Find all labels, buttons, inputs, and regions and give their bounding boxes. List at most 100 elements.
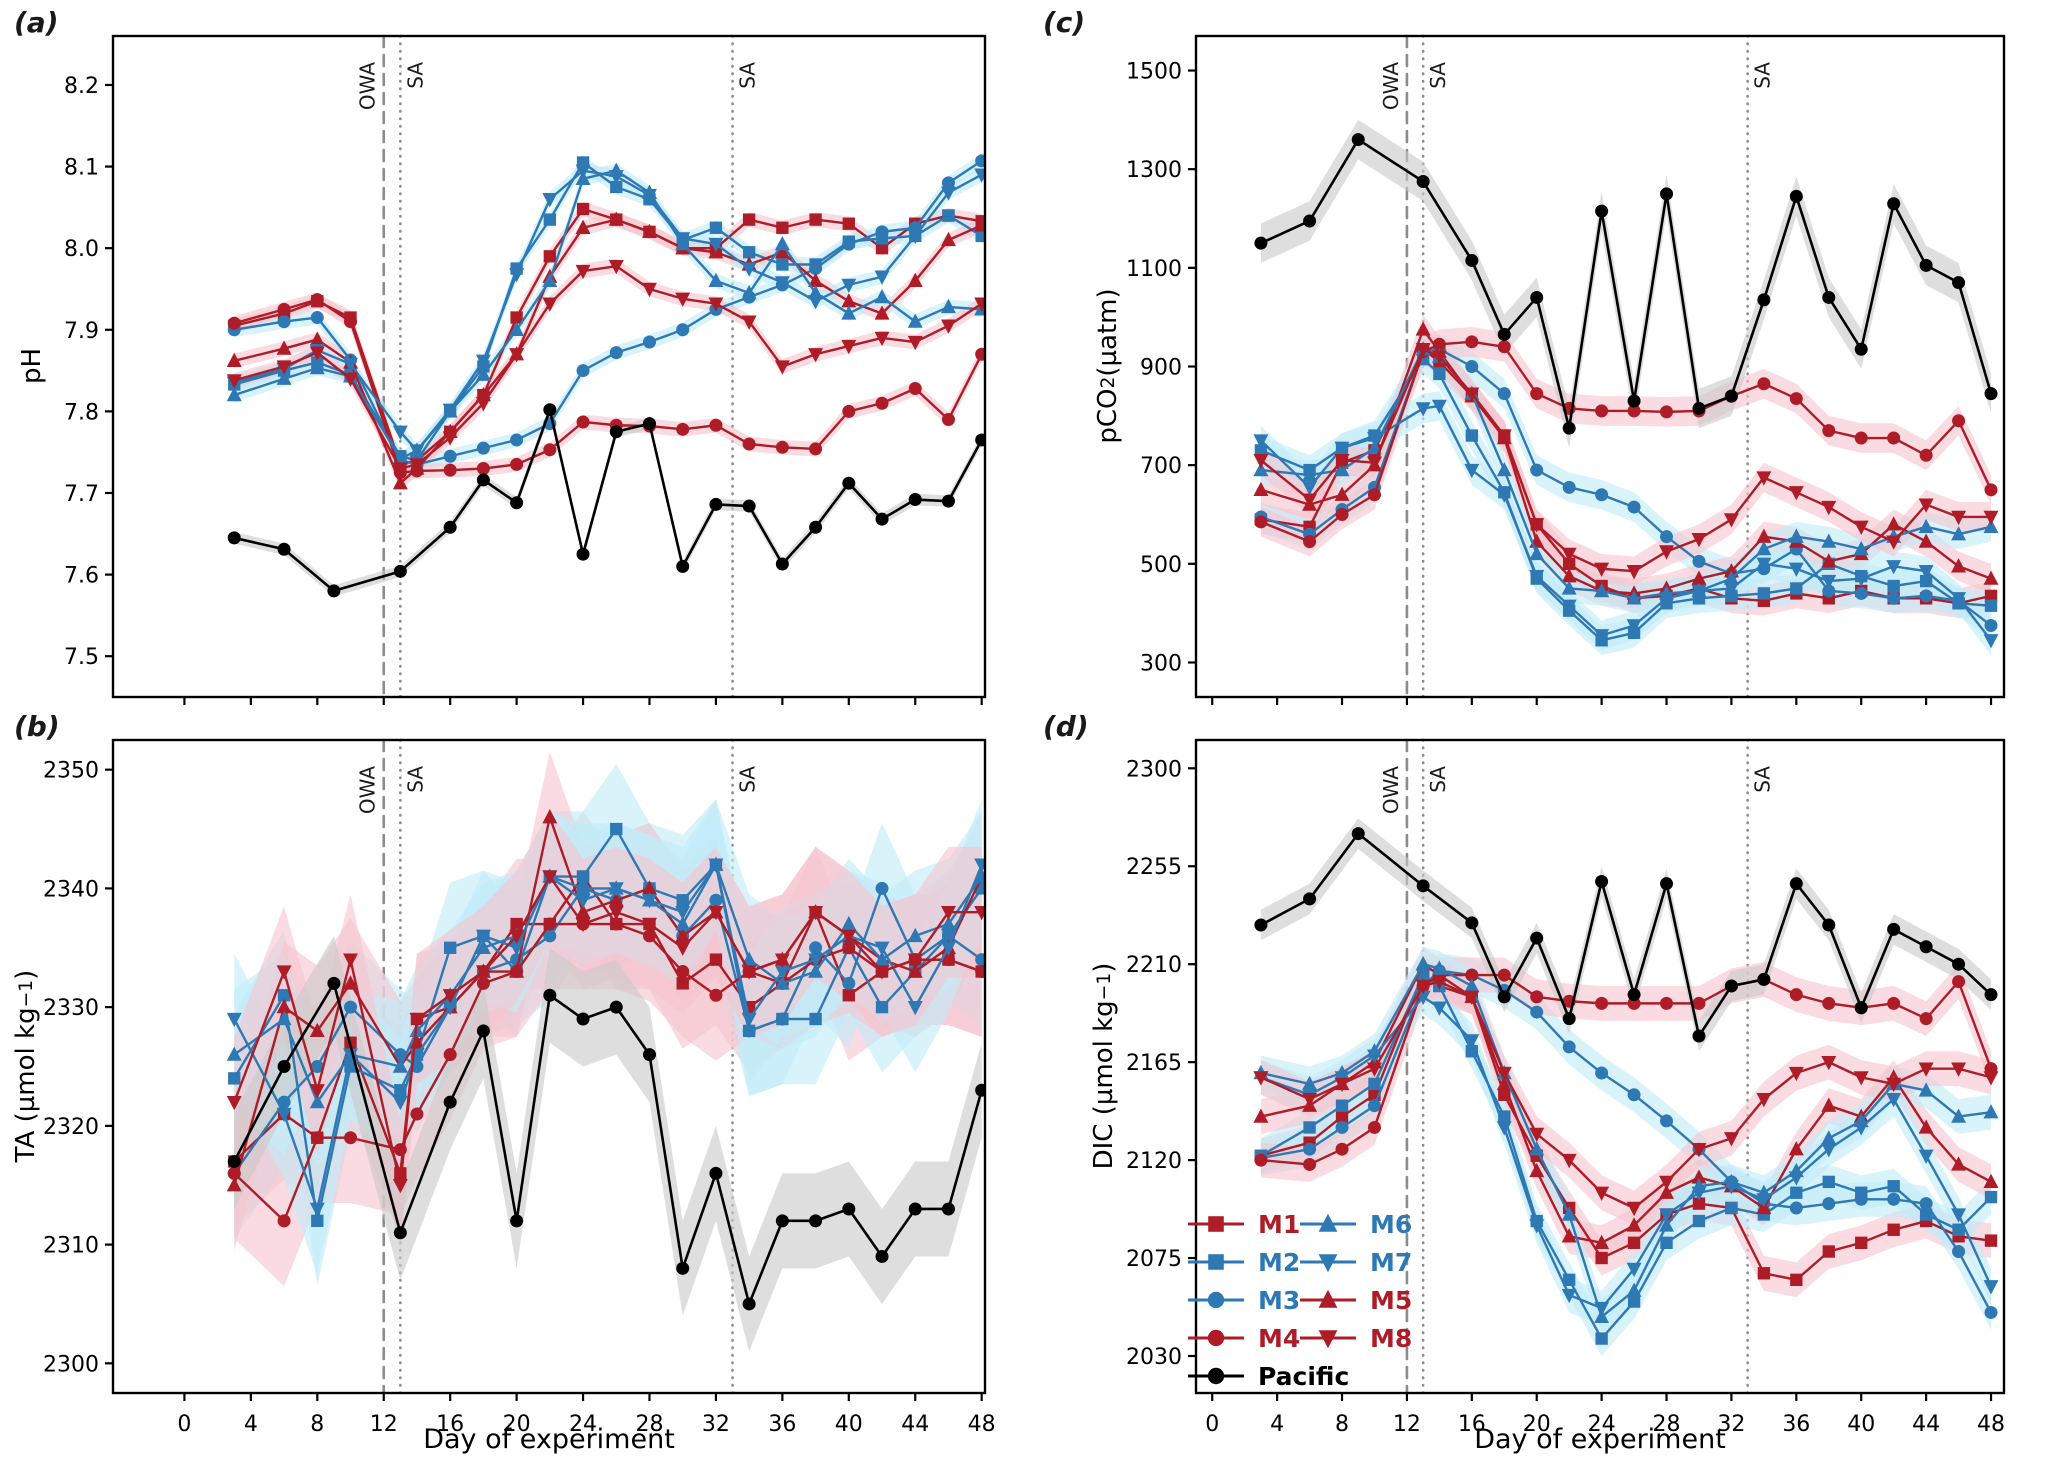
event-label-sa: SA [1751, 766, 1775, 793]
svg-text:500: 500 [1140, 553, 1182, 578]
bands-c [1260, 119, 1992, 656]
y-ticks-b: 2300 2310 2320 2330 2340 2350 [43, 759, 113, 1377]
svg-text:20: 20 [1523, 1412, 1551, 1437]
series-b-pacific [227, 976, 984, 1311]
series-c-m6 [1253, 341, 1999, 605]
series-d-pacific [1254, 827, 1998, 1043]
band-pacific [234, 404, 982, 597]
svg-text:2075: 2075 [1126, 1247, 1182, 1272]
y-axis-label-ta: TA (µmol kg −1) [1, 896, 51, 1236]
event-label-owa: OWA [1379, 62, 1403, 110]
y-ticks-a: 7.5 7.6 7.7 7.8 7.9 8.0 8.1 8.2 [64, 74, 113, 670]
svg-text:24: 24 [569, 1412, 597, 1437]
event-label-sa: SA [1426, 766, 1450, 793]
svg-text:2255: 2255 [1126, 855, 1182, 880]
svg-text:16: 16 [436, 1412, 464, 1437]
event-label-sa: SA [736, 766, 760, 793]
y-axis-label-segment: −1 [15, 979, 37, 1008]
y-axis-label-pco2: pCO 2 (µatm) [1083, 196, 1133, 536]
svg-text:2330: 2330 [43, 996, 99, 1021]
y-axis-label-segment: TA (µmol kg [11, 1007, 41, 1163]
series-a-m4 [227, 293, 984, 480]
legend-label-m8: M8 [1370, 1324, 1412, 1353]
band-m8 [234, 811, 982, 1251]
svg-text:300: 300 [1140, 651, 1182, 676]
legend-item-m5: M5 [1300, 1286, 1412, 1315]
svg-text:1300: 1300 [1126, 158, 1182, 183]
legend-label-m6: M6 [1370, 1210, 1412, 1239]
band-m7 [1260, 979, 1992, 1326]
x-ticks-d: 0 4 8 12 16 20 24 28 32 36 40 44 48 [1205, 1393, 2005, 1437]
svg-text:8.2: 8.2 [64, 74, 99, 99]
legend-label-m4: M4 [1258, 1324, 1300, 1353]
svg-text:24: 24 [1588, 1412, 1616, 1437]
series-b-m7 [226, 858, 984, 1218]
svg-text:36: 36 [1782, 1412, 1810, 1437]
svg-text:4: 4 [244, 1412, 258, 1437]
y-ticks-c: 300 500 700 900 1100 1300 1500 [1126, 60, 1196, 676]
y-axis-label-segment: (µatm) [1093, 288, 1123, 377]
legend-label-m2: M2 [1258, 1248, 1300, 1277]
legend-item-m8: M8 [1300, 1324, 1412, 1353]
svg-text:40: 40 [835, 1412, 863, 1437]
panel-a: OWA SA SA 7.5 7.6 7.7 7.8 7.9 8.0 8.1 8.2 [64, 34, 987, 705]
band-m6 [1260, 334, 1992, 614]
panel-border-a [111, 34, 987, 699]
panel-b: OWA SA SA0 4 8 12 16 20 24 28 32 36 40 44 482300231023… [43, 738, 996, 1437]
legend-item-pacific: Pacific [1188, 1362, 1349, 1391]
svg-text:2310: 2310 [43, 1234, 99, 1259]
event-label-sa: SA [1426, 62, 1450, 89]
svg-text:700: 700 [1140, 454, 1182, 479]
series-a-pacific [227, 403, 984, 598]
legend-item-m4: M4 [1188, 1324, 1300, 1353]
series-c-m4 [1254, 335, 1998, 549]
svg-text:2340: 2340 [43, 877, 99, 902]
svg-text:1100: 1100 [1126, 257, 1182, 282]
svg-text:44: 44 [1912, 1412, 1940, 1437]
event-label-sa: SA [1751, 62, 1775, 89]
svg-text:2300: 2300 [43, 1352, 99, 1377]
series-d-m7 [1253, 990, 1999, 1317]
legend-label-m5: M5 [1370, 1286, 1412, 1315]
legend-item-m6: M6 [1300, 1210, 1412, 1239]
svg-text:40: 40 [1847, 1412, 1875, 1437]
svg-text:0: 0 [1205, 1412, 1219, 1437]
svg-text:2350: 2350 [43, 759, 99, 784]
band-m5 [1260, 946, 1992, 1261]
y-axis-label-ph: pH [7, 196, 57, 536]
x-axis-label-left: Day of experiment [423, 1424, 675, 1455]
panel-letter-c: (c) [1043, 6, 1086, 39]
svg-text:2030: 2030 [1126, 1345, 1182, 1370]
svg-text:48: 48 [1977, 1412, 2005, 1437]
y-ticks-d: 2030 2075 2120 2165 2210 2255 2300 [1126, 757, 1196, 1370]
svg-text:8: 8 [310, 1412, 324, 1437]
series-c-m7 [1253, 399, 1999, 649]
svg-text:8.1: 8.1 [64, 156, 99, 181]
svg-text:32: 32 [1717, 1412, 1745, 1437]
event-label-owa: OWA [356, 62, 380, 110]
event-label-sa: SA [403, 62, 427, 89]
legend-label-m7: M7 [1370, 1248, 1412, 1277]
panel-border-d [1194, 738, 2006, 1395]
y-axis-label-segment: DIC (µmol kg [1089, 1000, 1119, 1170]
legend-label-m1: M1 [1258, 1210, 1300, 1239]
event-label-owa: OWA [1379, 766, 1403, 814]
x-ticks-a [183, 697, 983, 705]
svg-text:12: 12 [1393, 1412, 1421, 1437]
y-axis-label-segment: ) [1089, 962, 1119, 973]
svg-text:28: 28 [635, 1412, 663, 1437]
legend-item-m2: M2 [1188, 1248, 1300, 1277]
series-c-pacific [1254, 133, 1998, 435]
panel-letter-a: (a) [14, 6, 59, 39]
svg-text:7.9: 7.9 [64, 319, 99, 344]
svg-text:8: 8 [1335, 1412, 1349, 1437]
x-axis-label-right: Day of experiment [1474, 1424, 1726, 1455]
series-d-m8 [1253, 975, 1999, 1217]
panel-c: OWA SA SA 300 500 700 900 1100 1300 1500 [1126, 34, 2006, 705]
series-a-m7 [226, 164, 984, 459]
svg-text:48: 48 [968, 1412, 996, 1437]
band-pacific [234, 935, 982, 1352]
svg-text:7.7: 7.7 [64, 482, 99, 507]
band-pacific [1260, 119, 1992, 448]
